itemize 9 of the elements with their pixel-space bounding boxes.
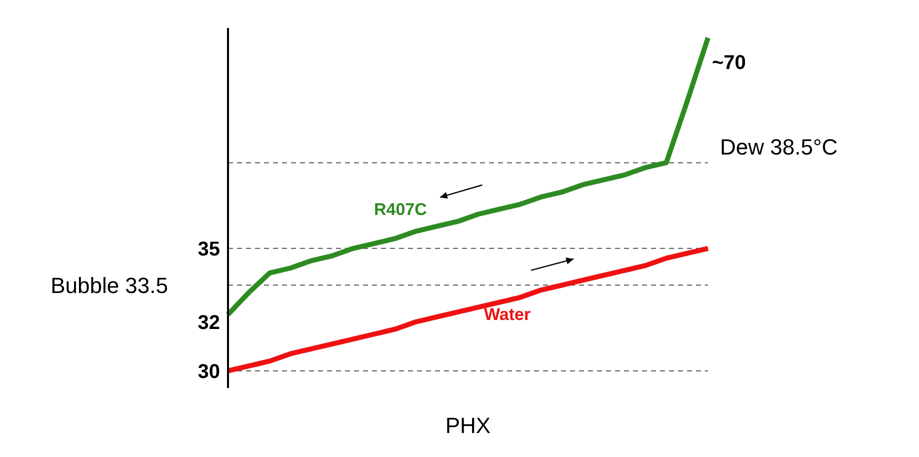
x-axis-title: PHX xyxy=(445,413,491,438)
ref-line-label: Dew 38.5°C xyxy=(720,134,838,160)
series-label: Water xyxy=(484,305,531,326)
y-tick-label: 35 xyxy=(198,238,220,261)
ref-line-label: Bubble 33.5 xyxy=(50,273,168,298)
series-label: R407C xyxy=(374,200,427,220)
y-tick-label: 30 xyxy=(198,360,220,383)
y-tick-label: 32 xyxy=(198,312,220,334)
text: ~70 xyxy=(710,52,748,75)
